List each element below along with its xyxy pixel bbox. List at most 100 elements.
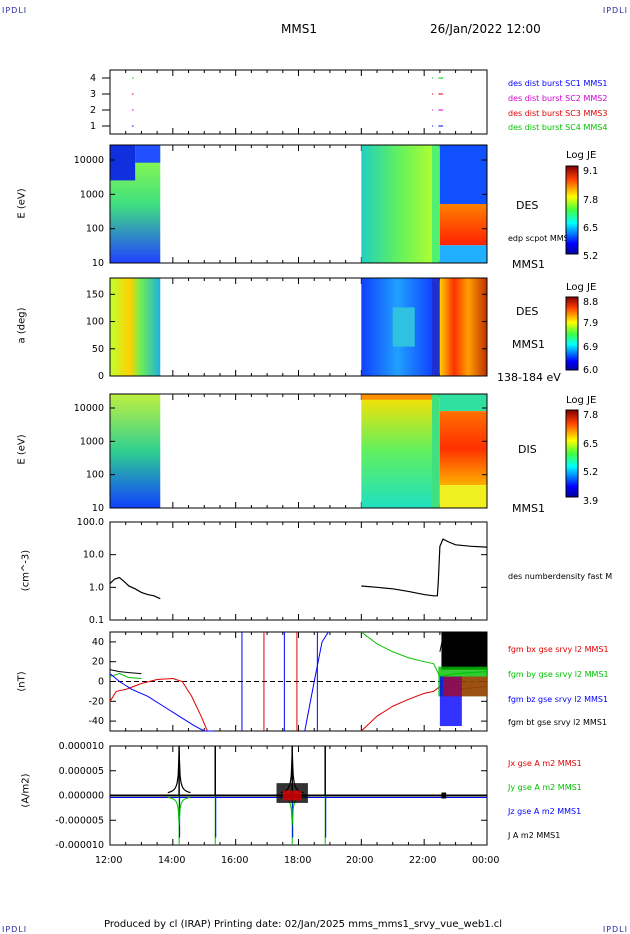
density-ytick: 0.1: [89, 615, 104, 626]
current-noise: [441, 792, 447, 799]
xtick-label: 00:00: [472, 855, 500, 866]
xtick-label: 14:00: [158, 855, 186, 866]
burst-ytick-label: 3: [90, 89, 96, 100]
density-ytick: 10.0: [83, 550, 104, 561]
dis-energy-ytick: 10: [92, 503, 104, 514]
legend-burst-sc4: des dist burst SC4 MMS4: [508, 123, 608, 132]
des-pitch-ytick: 150: [86, 289, 104, 300]
dis-energy-ytick: 10000: [74, 403, 104, 414]
des-energy-cell: [432, 145, 440, 263]
des-pitch-ytick: 100: [86, 317, 104, 328]
legend-density: des numberdensity fast M: [508, 572, 613, 581]
colorbar-3: [565, 409, 579, 498]
dis-energy-cell: [432, 394, 440, 508]
current-ytick: -0.000005: [55, 815, 104, 826]
burst-ytick-label: 2: [90, 105, 96, 116]
label-mms1-c: MMS1: [512, 502, 545, 515]
des-energy-ytick: 100: [86, 224, 104, 235]
cb2-tick: 8.8: [583, 297, 599, 308]
current-ytick: -0.000010: [55, 840, 104, 851]
burst-ytick-label: 4: [90, 73, 96, 84]
fgm-ytick: 20: [92, 657, 104, 668]
des-pitch-ytick: 50: [92, 344, 104, 355]
burst-ytick-label: 1: [90, 121, 96, 132]
corner-label-br: IPDLI: [602, 925, 628, 934]
legend-j: J A m2 MMS1: [508, 831, 561, 840]
dis-energy-cell: [439, 485, 487, 508]
cb1-tick: 9.1: [583, 166, 599, 177]
des-energy-cell: [135, 145, 161, 163]
des-pitch-border: [109, 277, 488, 377]
dis-energy-cell: [361, 394, 434, 508]
xtick-label: 20:00: [346, 855, 374, 866]
corner-label-bl: IPDLI: [2, 925, 28, 934]
legend-jz: Jz gse A m2 MMS1: [508, 807, 582, 816]
fgm-ytick: -20: [88, 696, 104, 707]
des-energy-cell: [361, 145, 434, 263]
cb2-title: Log JE: [566, 282, 597, 293]
des-energy-ytick: 10: [92, 258, 104, 269]
density-frame: [109, 521, 488, 621]
legend-burst-sc1: des dist burst SC1 MMS1: [508, 79, 608, 88]
density-line: [361, 538, 488, 597]
dis-energy-ytick: 1000: [80, 436, 104, 447]
dis-energy-ytick: 100: [86, 470, 104, 481]
label-dis: DIS: [518, 443, 537, 456]
label-mms1-b: MMS1: [512, 338, 545, 351]
label-mms1-a: MMS1: [512, 258, 545, 271]
des-energy-ytick: 1000: [80, 189, 104, 200]
legend-fgm-bz: fgm bz gse srvy l2 MMS1: [508, 695, 609, 704]
plot-title: MMS1: [281, 22, 317, 36]
fgm-series-line: [109, 673, 142, 680]
dis-energy-cell: [110, 394, 161, 508]
density-ytick: 1.0: [89, 582, 104, 593]
legend-jx: Jx gse A m2 MMS1: [508, 759, 582, 768]
colorbar-2: [565, 296, 579, 371]
des-pitch-cell: [439, 278, 487, 376]
fgm-series-line: [109, 673, 214, 732]
current-ytick: 0.000000: [59, 791, 104, 802]
des-pitch-cell: [432, 278, 440, 376]
xtick-label: 18:00: [284, 855, 312, 866]
legend-jy: Jy gse A m2 MMS1: [508, 783, 582, 792]
cb3-tick: 6.5: [583, 439, 599, 450]
legend-fgm-by: fgm by gse srvy l2 MMS1: [508, 670, 609, 679]
des-energy-cell: [439, 145, 487, 204]
cb1-title: Log JE: [566, 150, 597, 161]
fgm-ytick: 0: [98, 677, 104, 688]
fgm-series-line: [109, 669, 142, 675]
xtick-label: 22:00: [409, 855, 437, 866]
des-pitch-cell: [110, 278, 161, 376]
label-des: DES: [516, 199, 539, 212]
cb2-tick: 7.9: [583, 318, 599, 329]
cb1-tick: 5.2: [583, 251, 599, 262]
des-energy-cell: [439, 245, 487, 263]
label-des-pitch: DES: [516, 305, 539, 318]
cb1-tick: 6.5: [583, 223, 599, 234]
density-line: [109, 576, 161, 600]
current-ytick: 0.000010: [59, 741, 104, 752]
des-pitch-ytick: 0: [98, 371, 104, 382]
fgm-bt-noise: [441, 632, 487, 670]
current-ytick: 0.000005: [59, 766, 104, 777]
burst-panel-frame: [109, 69, 488, 135]
xtick-label: 16:00: [221, 855, 249, 866]
cb2-tick: 6.9: [583, 342, 599, 353]
cb3-tick: 7.8: [583, 410, 599, 421]
legend-fgm-bx: fgm bx gse srvy l2 MMS1: [508, 645, 609, 654]
dis-energy-cell: [361, 394, 434, 400]
cb1-tick: 7.8: [583, 195, 599, 206]
plot-date: 26/Jan/2022 12:00: [430, 22, 541, 36]
fgm-bz-rise: [304, 631, 329, 732]
des-energy-border: [109, 144, 488, 264]
dis-energy-border: [109, 393, 488, 509]
current-cusp: [167, 750, 191, 794]
density-ytick: 100.0: [77, 517, 104, 528]
corner-label-tr: IPDLI: [602, 6, 628, 15]
label-energy-range: 138-184 eV: [497, 371, 561, 384]
cb3-title: Log JE: [566, 395, 597, 406]
cb3-tick: 3.9: [583, 496, 599, 507]
xtick-label: 12:00: [95, 855, 123, 866]
label-edp-scpot: edp scpot MMS1: [508, 234, 574, 243]
